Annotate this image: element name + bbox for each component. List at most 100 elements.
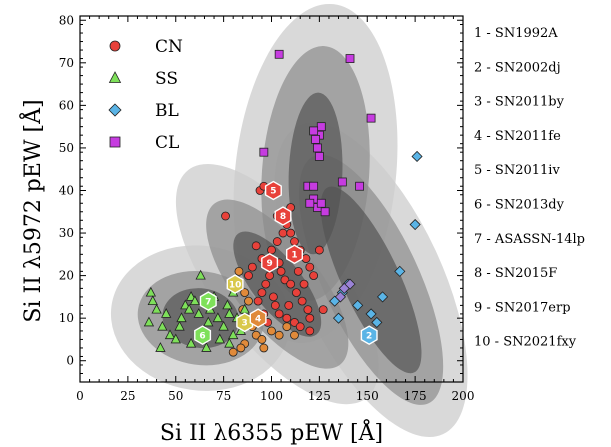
data-point-ss [143,316,155,327]
data-point-ss [195,269,206,280]
highlight-number: 6 [199,331,205,341]
ellipse-ss-1sigma [162,288,239,349]
data-point-bl [411,150,423,163]
data-point-cn-cool [244,296,253,306]
highlighted-supernovae: 1 2 3 4 5 6 7 8 9 10 [194,180,378,346]
data-point-ss [222,299,233,310]
sn-list-item: 4 - SN2011fe [474,129,561,144]
highlight-hexagon [199,291,217,311]
data-point-cn [305,326,315,336]
highlight-number: 1 [291,251,297,261]
sn-list-item: 8 - SN2015F [474,266,557,281]
data-point-cn [244,271,253,281]
data-point-ss [224,308,235,318]
data-point-bl [394,265,406,277]
data-point-cl [313,143,322,153]
y-tick-label: 50 [59,141,74,155]
highlight-number: 7 [205,297,211,307]
sn-list-item: 7 - ASASSN-14lp [474,232,585,247]
data-point-cl [355,181,364,191]
data-point-cn [274,309,284,319]
data-point-cn [247,262,257,272]
x-tick-label: 200 [452,389,475,403]
data-point-ss [161,308,172,318]
x-tick-label: 100 [260,389,283,403]
data-point-cn [269,292,278,302]
supernova-list: 1 - SN1992A 2 - SN2002dj 3 - SN2011by 4 - S… [474,26,585,350]
data-point-ss [164,329,176,340]
highlight-hexagon [274,206,292,226]
data-point-cn [301,254,311,263]
data-point-cn [303,305,313,315]
data-point-ss [185,291,197,301]
x-tick-label: 175 [404,389,427,403]
data-point-cn-cool [228,347,238,357]
x-tick-label: 0 [76,389,84,403]
data-point-cn [278,228,288,238]
data-point-cn-cool [236,343,246,353]
y-tick-label: 40 [59,183,74,197]
highlight-hexagon [261,252,279,273]
y-tick-label: 80 [59,13,74,27]
y-tick-label: 0 [66,354,74,368]
data-point-ss [157,320,168,331]
data-point-cl [366,113,376,123]
data-point-cl [320,207,330,217]
data-point-cn-cool [290,330,299,340]
data-point-cl [309,126,319,136]
data-point-cn [297,296,307,306]
data-point-cn [270,300,280,310]
data-point-bl-violet [334,291,347,303]
data-point-cn [221,211,230,221]
data-point-cn [293,266,303,276]
legend-marker-bl [108,103,122,117]
data-point-cl [311,135,320,144]
data-point-cn [305,262,315,272]
x-tick-label: 125 [308,389,331,403]
data-point-cn [282,313,292,323]
data-point-cn-cool [240,288,250,298]
x-tick-label: 150 [356,389,379,403]
sn-list-item: 2 - SN2002dj [474,60,561,75]
highlight-hexagon [249,308,267,329]
data-point-ss [212,312,224,323]
y-tick-label: 20 [59,269,74,283]
data-point-ss [185,337,197,348]
legend-marker-cn [109,40,121,52]
x-tick-label: 50 [168,389,183,403]
legend-label-bl: BL [155,101,179,121]
legend-label-cl: CL [155,133,179,153]
data-point-ss [201,342,212,352]
data-point-cn [251,241,261,251]
data-point-cn [257,288,267,298]
x-axis-label: Si II λ6355 pEW [Å] [160,418,383,446]
data-point-cn [253,296,263,306]
data-point-ss [145,286,157,297]
data-point-ss [224,337,235,348]
sn-list-item: 1 - SN1992A [474,26,558,41]
highlight-number: 2 [366,331,372,341]
data-point-cl [314,152,324,161]
data-point-bl [377,291,389,303]
x-tick-label: 75 [216,389,231,403]
legend-marker-cl [109,136,121,148]
highlight-number: 5 [270,187,276,197]
data-point-bl [365,308,377,320]
data-point-cn [272,237,282,246]
data-point-ss [147,295,158,306]
data-point-cn-cool [282,322,292,332]
legend-label-ss: SS [155,69,178,89]
data-point-cl [259,147,269,157]
highlight-number: 3 [242,319,248,329]
data-point-cn [261,279,271,289]
data-point-cn-cool [274,330,284,340]
data-point-cl [305,198,315,208]
highlight-hexagon [360,325,378,346]
data-point-ss [183,303,195,314]
sigma-ellipses [110,3,468,438]
highlight-number: 8 [280,212,286,222]
data-point-ss [180,299,191,310]
data-point-cn [286,228,296,238]
data-point-cn [314,245,324,255]
